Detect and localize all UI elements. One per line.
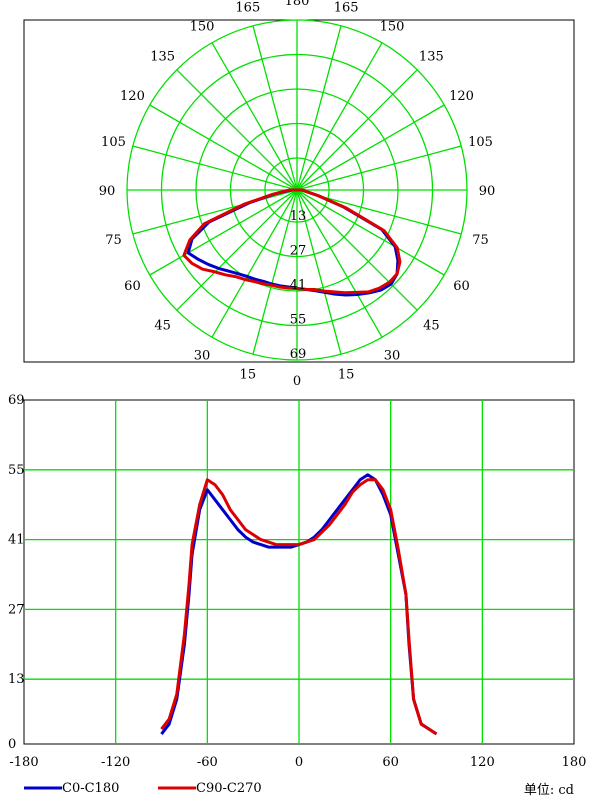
- polar-angle-label: 150: [190, 19, 215, 34]
- x-tick-label: 180: [562, 755, 587, 770]
- polar-angle-label: 165: [334, 0, 359, 15]
- y-tick-label: 69: [8, 393, 25, 408]
- polar-spoke-15: [296, 189, 342, 355]
- y-tick-label: 41: [8, 533, 25, 548]
- x-tick-label: 0: [295, 755, 303, 770]
- polar-angle-label: 105: [468, 135, 493, 150]
- y-tick-label: 13: [8, 672, 25, 687]
- line-c90-c270: [160, 478, 438, 736]
- polar-series: [182, 188, 402, 297]
- polar-angle-label: 165: [235, 0, 260, 15]
- polar-radial-label: 41: [290, 278, 307, 293]
- polar-spoke-150: [296, 42, 383, 191]
- polar-angle-label: 75: [472, 233, 489, 248]
- line-chart-series: [160, 473, 438, 736]
- legend: C0-C180 C90-C270 单位: cd: [24, 781, 574, 798]
- polar-angle-label: 60: [124, 279, 141, 294]
- y-tick-label: 0: [8, 737, 16, 752]
- polar-angle-label: 60: [453, 279, 470, 294]
- polar-radial-label: 13: [290, 209, 307, 224]
- polar-spoke-195: [252, 25, 298, 191]
- polar-spoke-300: [149, 189, 298, 276]
- polar-spoke-105: [296, 145, 462, 191]
- polar-spoke-240: [149, 104, 298, 191]
- polar-angle-label: 15: [240, 368, 257, 383]
- polar-spoke-210: [211, 42, 298, 191]
- polar-radial-label: 69: [290, 347, 307, 362]
- polar-angle-label: 30: [194, 349, 211, 364]
- x-tick-label: -60: [197, 755, 218, 770]
- polar-angle-label: 15: [338, 368, 355, 383]
- polar-grid: [126, 19, 468, 361]
- polar-spoke-225: [176, 69, 298, 191]
- polar-radial-label: 27: [290, 244, 307, 259]
- legend-label-c90: C90-C270: [196, 781, 262, 796]
- legend-label-c0: C0-C180: [62, 781, 119, 796]
- polar-angle-label: 180: [285, 0, 310, 9]
- polar-spoke-30: [296, 189, 383, 338]
- x-tick-label: -120: [101, 755, 130, 770]
- polar-curve-c90-c270: [182, 188, 402, 295]
- polar-angle-label: 75: [105, 233, 122, 248]
- line-chart-tick-labels: -180 -120 -60 0 60 120 180 0 13 27 41 55 69: [8, 393, 586, 770]
- polar-spoke-120: [296, 104, 445, 191]
- polar-angle-label: 45: [423, 318, 440, 333]
- polar-angle-label: 135: [419, 50, 444, 65]
- polar-angle-label: 90: [479, 184, 496, 199]
- polar-spoke-45: [296, 189, 418, 311]
- y-tick-label: 55: [8, 463, 25, 478]
- polar-spoke-345: [252, 189, 298, 355]
- polar-angle-label: 0: [293, 374, 301, 389]
- polar-spoke-330: [211, 189, 298, 338]
- polar-spoke-60: [296, 189, 445, 276]
- x-tick-label: 60: [382, 755, 399, 770]
- polar-spoke-165: [296, 25, 342, 191]
- polar-angle-label: 105: [101, 135, 126, 150]
- x-tick-label: -180: [9, 755, 38, 770]
- line-chart-grid: [24, 400, 574, 744]
- polar-angle-label: 135: [150, 50, 175, 65]
- polar-angle-label: 150: [380, 19, 405, 34]
- x-tick-label: 120: [470, 755, 495, 770]
- polar-spoke-255: [132, 145, 298, 191]
- polar-radial-label: 55: [290, 313, 307, 328]
- polar-angle-label: 45: [154, 318, 171, 333]
- y-tick-label: 27: [8, 602, 25, 617]
- polar-angle-label: 90: [99, 184, 116, 199]
- polar-spoke-315: [176, 189, 298, 311]
- polar-angle-label: 120: [120, 89, 145, 104]
- unit-label: 单位: cd: [524, 783, 574, 798]
- polar-angle-label: 30: [384, 349, 401, 364]
- polar-angle-label: 120: [449, 89, 474, 104]
- polar-spoke-135: [296, 69, 418, 191]
